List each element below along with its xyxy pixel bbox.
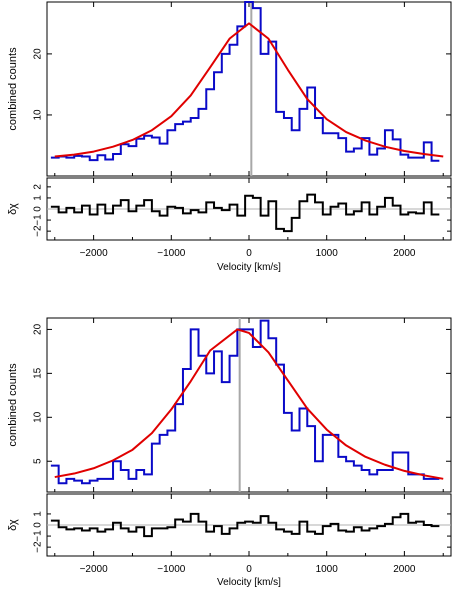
residual-histogram bbox=[50, 193, 440, 233]
residual-y-tick-label: 2 bbox=[33, 184, 44, 190]
y-tick-label: 20 bbox=[33, 323, 44, 335]
x-axis-label: Velocity [km/s] bbox=[217, 262, 281, 273]
x-tick-label: 1000 bbox=[316, 248, 339, 259]
y-tick-label: 15 bbox=[33, 367, 44, 379]
y-tick-label: 10 bbox=[33, 411, 44, 423]
residual-y-tick-label: −2 bbox=[33, 225, 44, 237]
residual-y-tick-label: 1 bbox=[33, 511, 44, 517]
residual-y-tick-label: −1 bbox=[33, 214, 44, 226]
y-axis-label: combined counts bbox=[7, 47, 19, 131]
top-panel: −2000 −1000 0 1000 2000 10 20 −2−1 0 1 2 combined c… bbox=[7, 1, 452, 273]
x-tick-label: −1000 bbox=[157, 248, 186, 259]
main-plot-frame bbox=[46, 1, 452, 177]
x-tick-label: 0 bbox=[246, 248, 252, 259]
x-axis-label: Velocity [km/s] bbox=[217, 577, 281, 588]
model-fit-curve bbox=[54, 328, 444, 480]
residual-y-tick-label: 1 bbox=[33, 195, 44, 201]
residual-axis-label: δχ bbox=[7, 519, 19, 531]
data-histogram bbox=[50, 1, 440, 162]
data-histogram bbox=[50, 319, 440, 485]
model-fit-curve bbox=[54, 22, 444, 158]
residual-y-tick-label: 0 bbox=[33, 206, 44, 212]
bottom-panel: −2000 −1000 0 1000 2000 5 10 15 20 −2−1 0 1 combined… bbox=[7, 317, 452, 588]
x-tick-label: 2000 bbox=[393, 564, 416, 575]
residual-y-tick-label: 0 bbox=[33, 522, 44, 528]
residual-y-tick-label: −1 bbox=[33, 530, 44, 542]
x-tick-label: −1000 bbox=[157, 564, 186, 575]
residual-histogram bbox=[50, 512, 440, 538]
x-tick-label: −2000 bbox=[80, 564, 109, 575]
y-tick-label: 10 bbox=[33, 109, 44, 121]
x-tick-label: 2000 bbox=[393, 248, 416, 259]
x-tick-label: 0 bbox=[246, 564, 252, 575]
x-tick-label: −2000 bbox=[80, 248, 109, 259]
residual-axis-label: δχ bbox=[7, 203, 19, 215]
y-axis-label: combined counts bbox=[7, 363, 19, 447]
y-tick-label: 20 bbox=[33, 48, 44, 60]
y-tick-label: 5 bbox=[33, 458, 44, 464]
residual-y-tick-label: −2 bbox=[33, 541, 44, 553]
x-tick-label: 1000 bbox=[316, 564, 339, 575]
